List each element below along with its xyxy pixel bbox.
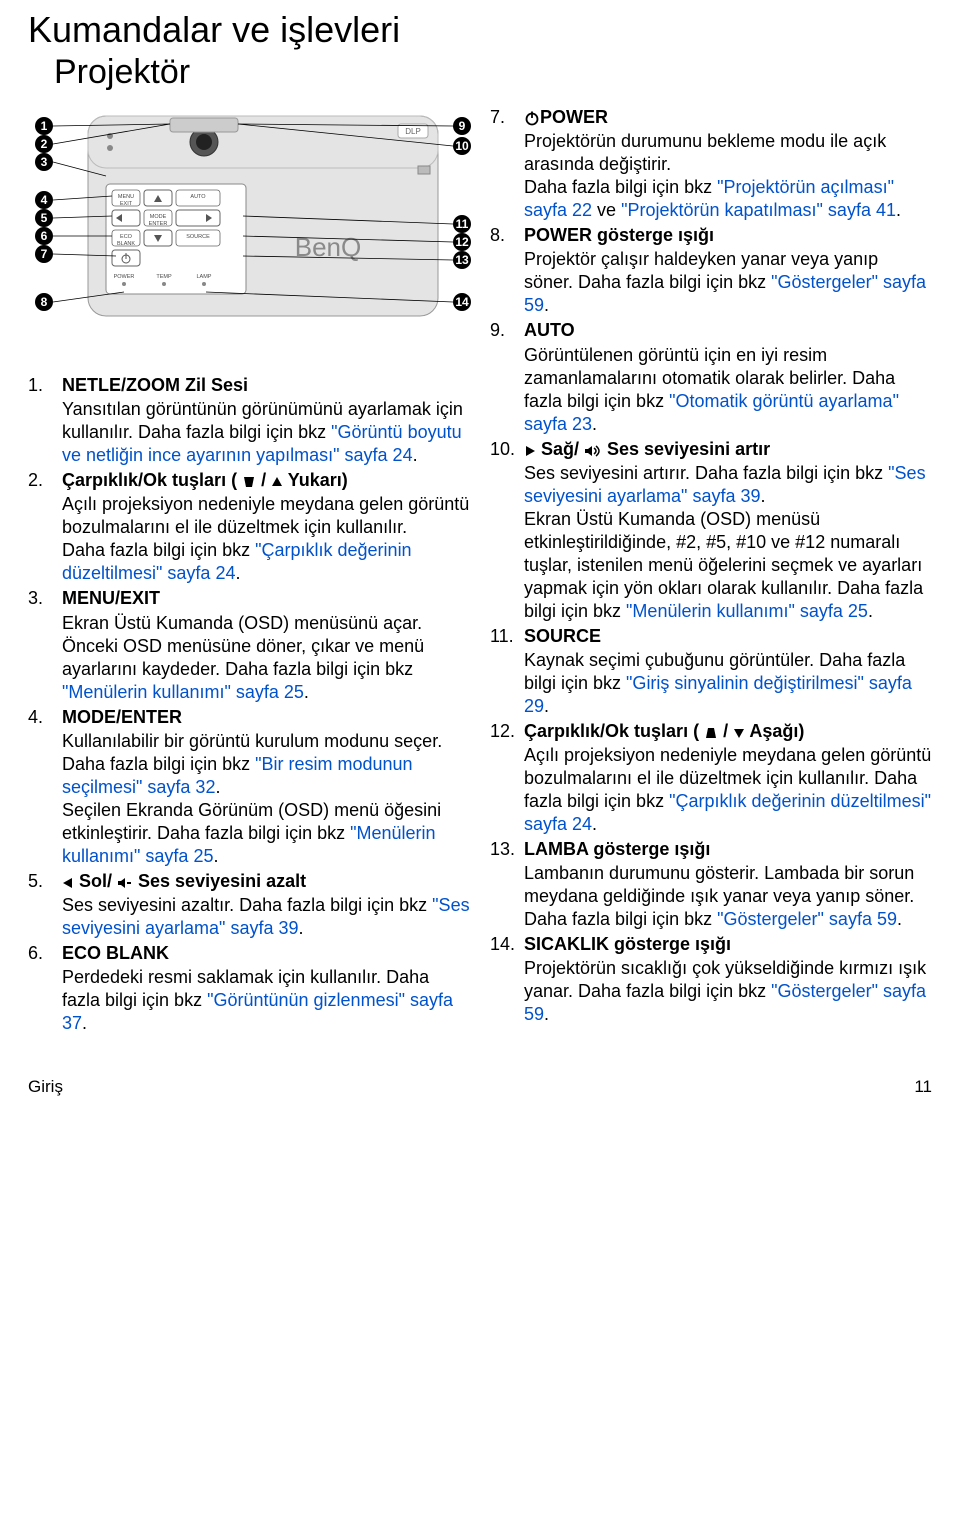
svg-text:9: 9 [459, 119, 466, 133]
list-item: 11.SOURCEKaynak seçimi çubuğunu görüntül… [490, 625, 932, 718]
svg-text:14: 14 [455, 295, 469, 309]
svg-text:ECO: ECO [120, 234, 133, 240]
list-item: 2.Çarpıklık/Ok tuşları ( / Yukarı)Açılı … [28, 469, 470, 585]
svg-text:BLANK: BLANK [117, 241, 135, 247]
list-item: 1.NETLE/ZOOM Zil SesiYansıtılan görüntün… [28, 374, 470, 467]
svg-text:3: 3 [41, 155, 48, 169]
svg-text:SOURCE: SOURCE [186, 234, 210, 240]
list-item: 7.POWERProjektörün durumunu bekleme modu… [490, 106, 932, 222]
footer-page: 11 [914, 1077, 932, 1097]
list-item: 6.ECO BLANKPerdedeki resmi saklamak için… [28, 942, 470, 1035]
page-title: Kumandalar ve işlevleri [28, 8, 932, 51]
svg-text:ENTER: ENTER [149, 221, 168, 227]
footer-section: Giriş [28, 1077, 63, 1097]
svg-text:10: 10 [455, 139, 469, 153]
list-item: 9.AUTOGörüntülenen görüntü için en iyi r… [490, 319, 932, 435]
projector-diagram: 1234567891011121314DLPMENUEXITAUTOMODEEN… [28, 106, 470, 356]
svg-text:4: 4 [41, 193, 48, 207]
list-item: 10. Sağ/ Ses seviyesini artırSes seviyes… [490, 438, 932, 623]
list-item: 4.MODE/ENTERKullanılabilir bir görüntü k… [28, 706, 470, 868]
page-subtitle: Projektör [54, 53, 932, 92]
svg-text:AUTO: AUTO [190, 194, 206, 200]
list-item: 8.POWER gösterge ışığıProjektör çalışır … [490, 224, 932, 317]
svg-text:12: 12 [455, 235, 469, 249]
svg-text:8: 8 [41, 295, 48, 309]
svg-text:6: 6 [41, 229, 48, 243]
svg-text:2: 2 [41, 137, 48, 151]
svg-text:7: 7 [41, 247, 48, 261]
svg-text:5: 5 [41, 211, 48, 225]
svg-text:DLP: DLP [405, 127, 421, 136]
list-item: 14.SICAKLIK gösterge ışığıProjektörün sı… [490, 933, 932, 1026]
svg-text:MODE: MODE [150, 214, 167, 220]
svg-text:MENU: MENU [118, 194, 134, 200]
list-item: 3.MENU/EXITEkran Üstü Kumanda (OSD) menü… [28, 587, 470, 703]
svg-text:EXIT: EXIT [120, 201, 133, 207]
svg-text:1: 1 [41, 119, 48, 133]
svg-text:POWER: POWER [114, 274, 135, 280]
svg-text:13: 13 [455, 253, 469, 267]
right-list: 7.POWERProjektörün durumunu bekleme modu… [490, 106, 932, 1026]
list-item: 12.Çarpıklık/Ok tuşları ( / Aşağı)Açılı … [490, 720, 932, 836]
svg-text:LAMP: LAMP [197, 274, 212, 280]
left-list: 1.NETLE/ZOOM Zil SesiYansıtılan görüntün… [28, 374, 470, 1035]
svg-text:TEMP: TEMP [156, 274, 172, 280]
svg-text:11: 11 [456, 217, 469, 231]
list-item: 13.LAMBA gösterge ışığıLambanın durumunu… [490, 838, 932, 931]
list-item: 5. Sol/ Ses seviyesini azaltSes seviyesi… [28, 870, 470, 940]
